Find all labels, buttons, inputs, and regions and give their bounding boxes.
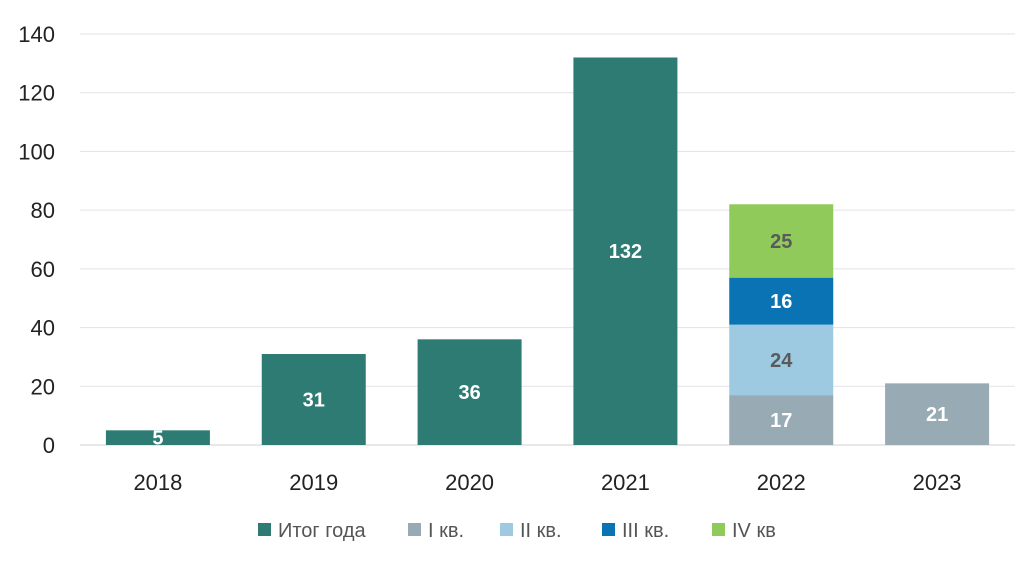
bar-segment — [729, 204, 834, 278]
bar-segment — [729, 395, 834, 445]
data-label: 5 — [152, 428, 163, 450]
y-tick-label: 120 — [18, 81, 55, 106]
data-label: 24 — [770, 350, 793, 372]
y-tick-label: 80 — [31, 198, 55, 223]
legend-label: IV кв — [732, 520, 776, 542]
x-tick-label: 2018 — [133, 470, 182, 495]
x-tick-label: 2021 — [601, 470, 650, 495]
legend-label: Итог года — [278, 520, 366, 542]
y-tick-label: 140 — [18, 22, 55, 47]
bar-segment — [729, 324, 834, 396]
legend-swatch — [500, 523, 513, 536]
x-tick-label: 2022 — [757, 470, 806, 495]
legend-swatch — [408, 523, 421, 536]
y-tick-label: 40 — [31, 316, 55, 341]
y-tick-label: 0 — [43, 433, 55, 458]
data-label: 132 — [609, 241, 642, 263]
y-axis: 0 20 40 60 80 100 120 140 — [18, 22, 55, 458]
grid-lines — [80, 33, 1015, 446]
bar-segment — [417, 339, 522, 445]
x-tick-label: 2019 — [289, 470, 338, 495]
data-label: 31 — [303, 389, 325, 411]
bar-segment — [105, 430, 210, 445]
data-label: 17 — [770, 410, 792, 432]
legend-swatch — [258, 523, 271, 536]
x-tick-label: 2023 — [913, 470, 962, 495]
bar-segment — [729, 277, 834, 325]
legend-swatch — [602, 523, 615, 536]
x-tick-label: 2020 — [445, 470, 494, 495]
legend-label: III кв. — [622, 520, 669, 542]
x-axis: 2018 2019 2020 2021 2022 2023 — [133, 470, 961, 495]
data-label: 21 — [926, 404, 948, 426]
legend-swatch — [712, 523, 725, 536]
legend-label: I кв. — [428, 520, 464, 542]
legend-label: II кв. — [520, 520, 562, 542]
data-label: 25 — [770, 231, 792, 253]
y-tick-label: 60 — [31, 257, 55, 282]
y-tick-label: 20 — [31, 374, 55, 399]
bar-segment — [261, 353, 366, 445]
data-label: 16 — [770, 291, 792, 313]
bar-segment — [885, 383, 990, 445]
data-label: 36 — [458, 382, 480, 404]
y-tick-label: 100 — [18, 139, 55, 164]
bar-segment — [573, 57, 678, 445]
legend: Итог года I кв. II кв. III кв. IV кв — [258, 520, 776, 542]
bars: 5 31 36 132 17 24 16 25 21 — [105, 57, 990, 450]
